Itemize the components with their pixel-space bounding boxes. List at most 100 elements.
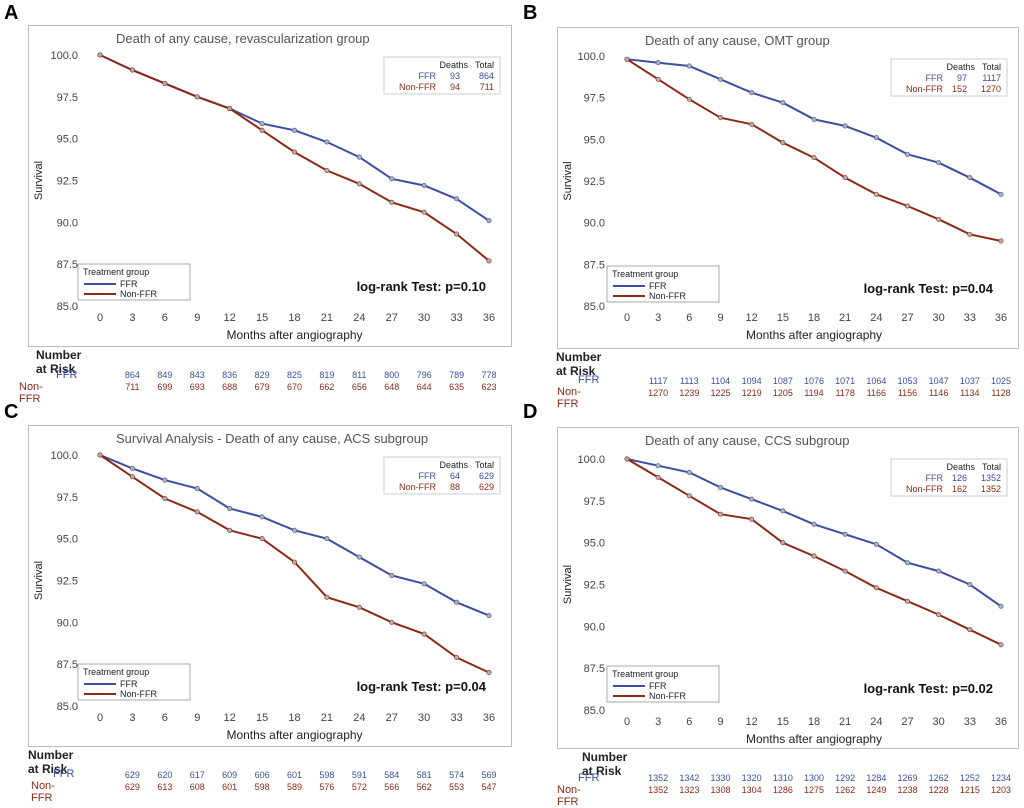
risk-value: 849 — [157, 370, 173, 380]
data-point — [686, 493, 692, 499]
risk-value: 656 — [351, 382, 367, 392]
x-axis-label: Months after angiography — [226, 728, 362, 742]
stats-deaths-header: Deaths — [439, 460, 468, 470]
x-tick-label: 3 — [655, 312, 661, 324]
x-tick-label: 15 — [256, 312, 268, 324]
data-point — [811, 521, 817, 527]
risk-title: Number at Risk — [582, 750, 628, 778]
x-tick-label: 21 — [321, 712, 333, 724]
stats-nonffr-deaths: 94 — [450, 82, 460, 92]
x-tick-label: 30 — [418, 312, 430, 324]
data-point — [936, 160, 942, 166]
data-point — [389, 619, 395, 625]
risk-value: 566 — [384, 782, 400, 792]
y-tick-label: 95.0 — [57, 134, 78, 146]
risk-value: 609 — [222, 770, 238, 780]
stats-ffr-total: 629 — [479, 471, 494, 481]
y-tick-label: 90.0 — [584, 621, 605, 633]
data-point — [686, 63, 692, 69]
risk-value: 825 — [286, 370, 303, 380]
risk-value: 1215 — [959, 785, 980, 795]
x-tick-label: 6 — [162, 712, 168, 724]
data-point — [998, 603, 1004, 609]
data-point — [324, 594, 330, 600]
data-point — [998, 191, 1004, 197]
data-point — [97, 52, 103, 58]
x-tick-label: 36 — [483, 312, 495, 324]
data-point — [227, 506, 233, 512]
x-axis-label: Months after angiography — [746, 732, 882, 746]
data-point — [421, 631, 427, 637]
legend-label-nonffr: Non-FFR — [120, 689, 158, 699]
risk-value: 1275 — [803, 785, 825, 795]
risk-value: 811 — [352, 370, 367, 380]
stats-nonffr-label: Non-FFR — [906, 84, 944, 94]
x-tick-label: 24 — [870, 716, 882, 728]
x-tick-label: 30 — [933, 312, 945, 324]
x-tick-label: 24 — [870, 312, 882, 324]
risk-value: 1178 — [835, 388, 855, 398]
data-point — [842, 123, 848, 129]
data-point — [291, 149, 297, 155]
data-point — [655, 60, 661, 66]
data-point — [967, 627, 973, 633]
x-tick-label: 27 — [901, 716, 913, 728]
logrank-text: log-rank Test: p=0.04 — [357, 679, 487, 694]
stats-ffr-deaths: 126 — [952, 473, 967, 483]
chart-title: Survival Analysis - Death of any cause, … — [116, 431, 428, 446]
data-point — [129, 67, 135, 73]
risk-value: 1304 — [741, 785, 762, 795]
data-point — [873, 191, 879, 197]
x-tick-label: 33 — [964, 716, 976, 728]
y-tick-label: 87.5 — [57, 659, 78, 671]
y-tick-label: 87.5 — [57, 259, 78, 271]
stats-ffr-deaths: 64 — [450, 471, 460, 481]
data-point — [324, 139, 330, 145]
data-point — [717, 76, 723, 82]
risk-value: 1225 — [710, 388, 731, 398]
data-point — [624, 456, 630, 462]
y-tick-label: 92.5 — [584, 176, 605, 188]
stats-nonffr-label: Non-FFR — [399, 82, 437, 92]
y-tick-label: 85.0 — [57, 301, 78, 313]
x-tick-label: 21 — [321, 312, 333, 324]
x-tick-label: 0 — [97, 312, 103, 324]
x-tick-label: 3 — [129, 312, 135, 324]
risk-value: 1262 — [835, 785, 856, 795]
stats-ffr-label: FFR — [926, 73, 944, 83]
risk-value: 836 — [222, 370, 238, 380]
risk-value: 606 — [254, 770, 270, 780]
risk-value: 1156 — [897, 388, 918, 398]
risk-value: 1203 — [990, 785, 1012, 795]
data-point — [227, 527, 233, 533]
y-tick-label: 92.5 — [57, 576, 78, 588]
x-tick-label: 6 — [686, 312, 692, 324]
data-point — [129, 474, 135, 480]
data-point — [873, 541, 879, 547]
y-tick-label: 95.0 — [584, 134, 605, 146]
data-point — [967, 581, 973, 587]
x-axis-label: Months after angiography — [746, 328, 882, 342]
data-point — [904, 203, 910, 209]
risk-value: 1330 — [710, 773, 731, 783]
stats-ffr-total: 1117 — [982, 73, 1001, 83]
risk-value: 662 — [319, 382, 335, 392]
risk-value: 1128 — [991, 388, 1011, 398]
chart-title: Death of any cause, revascularization gr… — [116, 31, 370, 46]
data-point — [291, 127, 297, 133]
logrank-text: log-rank Test: p=0.02 — [864, 681, 993, 696]
risk-value: 1270 — [648, 388, 669, 398]
data-point — [389, 176, 395, 182]
x-tick-label: 15 — [777, 312, 789, 324]
data-point — [967, 175, 973, 181]
risk-value: 608 — [189, 782, 205, 792]
x-tick-label: 30 — [418, 712, 430, 724]
legend-title: Treatment group — [612, 669, 678, 679]
y-tick-label: 92.5 — [584, 580, 605, 592]
data-point — [454, 196, 460, 202]
stats-deaths-header: Deaths — [946, 62, 975, 72]
risk-value: 584 — [384, 770, 400, 780]
risk-value: 1300 — [803, 773, 825, 783]
x-tick-label: 36 — [995, 312, 1007, 324]
